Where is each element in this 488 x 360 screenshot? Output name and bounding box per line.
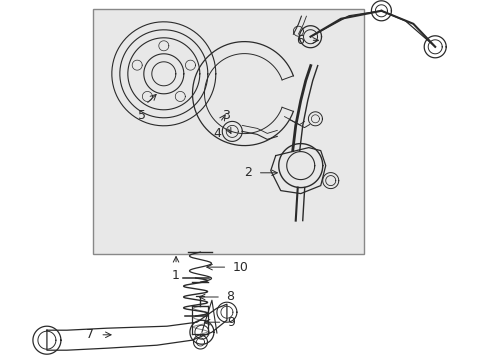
Text: 10: 10 [232, 261, 247, 274]
Text: 6: 6 [296, 34, 304, 47]
FancyBboxPatch shape [93, 9, 364, 254]
Text: 8: 8 [225, 291, 233, 303]
Text: 7: 7 [86, 328, 94, 341]
Text: 3: 3 [222, 109, 229, 122]
Text: 5: 5 [138, 109, 145, 122]
Text: 9: 9 [227, 316, 235, 329]
Text: 1: 1 [172, 269, 180, 282]
Text: 4: 4 [213, 127, 221, 140]
Text: 2: 2 [244, 166, 251, 179]
